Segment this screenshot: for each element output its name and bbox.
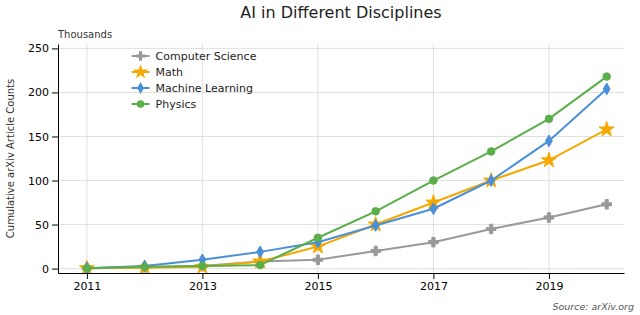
series-marker — [541, 152, 556, 166]
tick: 250 — [28, 42, 58, 55]
series-marker — [257, 246, 264, 258]
tick-label: 200 — [28, 86, 49, 99]
series-marker — [141, 263, 149, 271]
tick-label: 2013 — [189, 280, 217, 293]
y-axis-title: Cumulative arXiv Article Counts — [5, 79, 16, 238]
series-marker — [372, 220, 379, 232]
chart: 2011 2013 2015 2017 2019 0 50 100 150 200 250 Compu… — [0, 0, 640, 315]
series-line — [87, 77, 607, 269]
tick-label: 2017 — [420, 280, 448, 293]
series-marker — [430, 203, 437, 215]
data — [79, 73, 614, 273]
series-marker — [599, 122, 614, 136]
tick-mark — [433, 273, 434, 279]
legend-label: Machine Learning — [156, 82, 253, 95]
tick-label: 2019 — [535, 280, 563, 293]
series-marker — [371, 246, 380, 255]
tick: 150 — [28, 131, 58, 144]
grid-line-y — [58, 224, 624, 225]
tick: 2011 — [73, 273, 101, 293]
tick-mark — [87, 273, 88, 279]
tick-label: 150 — [28, 131, 49, 144]
tick: 2015 — [304, 273, 332, 293]
y-axis: 0 50 100 150 200 250 — [28, 42, 59, 275]
axis-line — [59, 273, 625, 274]
tick-mark — [549, 273, 550, 279]
plot: 2011 2013 2015 2017 2019 0 50 100 150 200 250 Compu… — [28, 42, 625, 292]
series-marker — [372, 208, 380, 216]
tick-label: 100 — [28, 175, 49, 188]
tick-label: 2015 — [304, 280, 332, 293]
tick: 2019 — [535, 273, 563, 293]
source-note: Source: arXiv.org — [552, 301, 634, 312]
legend-marker — [137, 100, 145, 108]
tick-mark — [52, 136, 58, 137]
series-marker — [546, 135, 553, 147]
series-marker — [488, 175, 495, 187]
legend-label: Computer Science — [156, 50, 257, 63]
legend-item: Machine Learning — [132, 82, 253, 95]
legend-marker — [133, 64, 148, 78]
series-marker — [603, 73, 611, 81]
tick-mark — [52, 269, 58, 270]
tick: 100 — [28, 175, 58, 188]
tick-mark — [52, 225, 58, 226]
title: AI in Different Disciplines — [240, 3, 441, 22]
grid-line-y — [58, 48, 624, 49]
legend-item: Math — [132, 64, 184, 79]
tick-mark — [52, 181, 58, 182]
series-marker — [313, 255, 322, 264]
legend-marker — [136, 51, 145, 60]
series-marker — [484, 173, 499, 187]
series-marker — [314, 234, 322, 242]
series-line — [87, 129, 607, 268]
series-marker — [603, 83, 610, 95]
legend: Computer Science Math Machine Learning Phys… — [132, 50, 257, 111]
series-marker — [83, 262, 90, 273]
tick: 0 — [42, 263, 58, 276]
tick-label: 50 — [35, 219, 49, 232]
series-marker — [79, 260, 94, 273]
tick-label: 2011 — [73, 280, 101, 293]
tick-mark — [52, 92, 58, 93]
series-marker — [141, 260, 148, 272]
series-marker — [256, 261, 264, 269]
grid-line-y — [58, 92, 624, 93]
legend-label: Math — [156, 66, 184, 79]
series-marker — [430, 177, 438, 185]
tick: 2013 — [189, 273, 217, 293]
grid-line-x — [202, 44, 203, 273]
series-marker — [544, 213, 553, 222]
series-marker — [429, 237, 438, 246]
tick-mark — [318, 273, 319, 279]
tick-label: 250 — [28, 42, 49, 55]
series-marker — [487, 148, 495, 156]
grid-line-x — [86, 44, 87, 273]
grid-line-y — [58, 136, 624, 137]
legend-label: Physics — [156, 98, 197, 111]
tick-mark — [52, 48, 58, 49]
grid-line-y — [58, 180, 624, 181]
tick-mark — [202, 273, 203, 279]
series-marker — [199, 262, 207, 270]
axis-line — [58, 45, 59, 274]
tick-label: 0 — [42, 263, 49, 276]
tick: 2017 — [420, 273, 448, 293]
tick: 50 — [35, 219, 58, 232]
series-marker — [83, 264, 91, 272]
annotation: Thousands — [57, 29, 112, 40]
grid — [58, 44, 624, 273]
series-line — [87, 89, 607, 268]
series-marker — [486, 224, 495, 233]
x-axis: 2011 2013 2015 2017 2019 — [59, 273, 625, 293]
legend-item: Physics — [132, 98, 197, 111]
series-marker — [602, 200, 611, 209]
series-marker — [545, 115, 553, 123]
legend-marker — [137, 82, 144, 94]
legend-item: Computer Science — [132, 50, 257, 63]
tick: 200 — [28, 86, 58, 99]
